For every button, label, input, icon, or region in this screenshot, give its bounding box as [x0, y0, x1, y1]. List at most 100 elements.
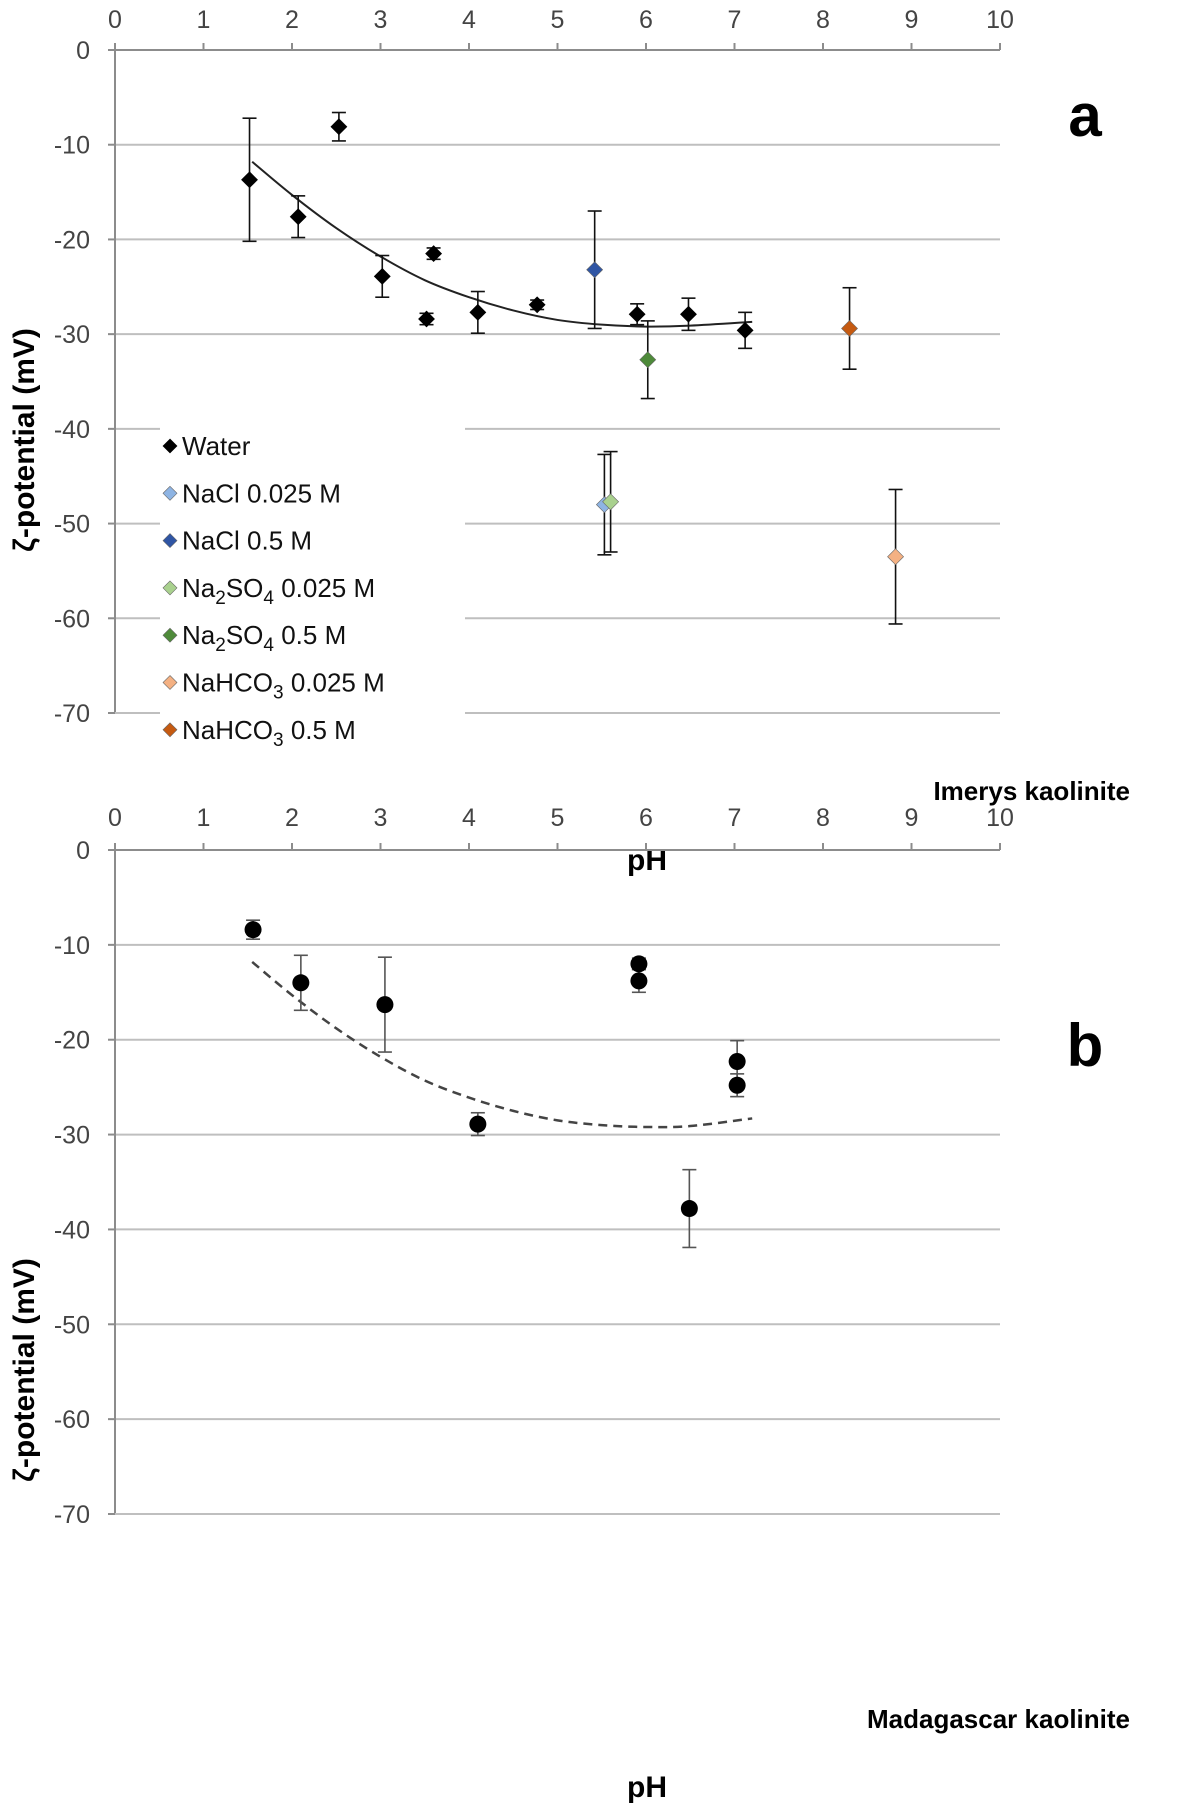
x-tick-label: 4: [462, 6, 476, 34]
x-tick-label: 7: [728, 6, 742, 34]
panel-b-data-points: [244, 921, 746, 1218]
y-tick-label: 0: [76, 37, 90, 65]
x-tick-label: 3: [374, 6, 388, 34]
legend-marker: [162, 627, 178, 643]
panel-b-x-axis-title: pH: [627, 1771, 667, 1804]
panel-b-letter: b: [1067, 1012, 1104, 1079]
data-point-circle: [244, 921, 262, 939]
y-tick-label: -20: [54, 226, 90, 254]
panel-a-letter: a: [1068, 82, 1102, 149]
data-point-diamond: [602, 493, 620, 511]
x-tick-label: 0: [108, 6, 122, 34]
data-point-diamond: [289, 208, 307, 226]
panel-b-chart: 0 1 2 3 4 5 6 7 8 9 10 0 -10 -20 -30 -40 -50 -60 -70 pH ζ…: [8, 804, 1130, 1804]
panel-a-x-tick-labels: 0 1 2 3 4 5 6 7 8 9 10: [108, 6, 1014, 34]
legend-entry-label: Na2SO4 0.025 M: [182, 573, 375, 609]
data-point-diamond: [330, 118, 348, 136]
panel-b-sample-label: Madagascar kaolinite: [867, 1704, 1130, 1734]
legend-entry-label: NaCl 0.025 M: [182, 478, 341, 508]
data-point-circle: [469, 1115, 487, 1133]
panel-b-gridlines: [115, 943, 1000, 1421]
panel-a-axes: [108, 43, 1001, 714]
x-tick-label: 6: [639, 6, 653, 34]
x-tick-label: 8: [816, 6, 830, 34]
data-point-diamond: [680, 305, 697, 323]
trendline-path: [251, 960, 753, 1129]
data-point-circle: [680, 1200, 698, 1218]
data-point-diamond: [425, 245, 443, 263]
x-tick-label: 5: [551, 804, 565, 832]
trendline-path: [251, 160, 753, 328]
legend-marker: [162, 722, 178, 738]
y-tick-label: 0: [76, 837, 90, 865]
data-point-circle: [728, 1053, 746, 1071]
legend-marker: [162, 533, 178, 549]
y-tick-label: -30: [54, 1122, 90, 1150]
y-tick-label: -50: [54, 1311, 90, 1339]
data-point-circle: [292, 974, 310, 992]
y-tick-label: -30: [54, 321, 90, 349]
x-tick-label: 9: [905, 804, 919, 832]
legend-background: [160, 420, 465, 800]
x-tick-label: 4: [462, 804, 476, 832]
panel-a-error-bars: [242, 111, 903, 625]
panel-b-axes: [108, 843, 1001, 1515]
x-tick-label: 2: [285, 6, 299, 34]
y-tick-label: -40: [54, 416, 90, 444]
data-point-diamond: [841, 320, 858, 337]
y-tick-label: -60: [54, 1406, 90, 1434]
y-tick-label: -60: [54, 605, 90, 633]
legend-entry-label: NaHCO3 0.025 M: [182, 668, 385, 704]
data-point-diamond: [639, 351, 657, 369]
legend-marker: [162, 485, 178, 501]
data-point-circle: [728, 1076, 746, 1094]
x-tick-label: 6: [639, 804, 653, 832]
x-tick-label: 10: [986, 6, 1014, 34]
data-point-circle: [376, 996, 394, 1014]
legend-entry-label: NaHCO3 0.5 M: [182, 715, 356, 751]
panel-b-trendline: [251, 960, 753, 1129]
x-tick-label: 10: [986, 804, 1014, 832]
panel-a-y-axis-title: ζ-potential (mV): [8, 328, 41, 552]
y-tick-label: -70: [54, 1501, 90, 1529]
data-point-diamond: [586, 261, 604, 279]
panel-a-data-points: [241, 118, 904, 566]
x-tick-label: 3: [374, 804, 388, 832]
legend-marker: [162, 580, 178, 596]
legend-marker: [162, 675, 178, 690]
data-point-diamond: [418, 310, 435, 328]
y-tick-label: -40: [54, 1216, 90, 1244]
panel-a-y-tick-labels: 0 -10 -20 -30 -40 -50 -60 -70: [54, 37, 90, 728]
x-tick-label: 8: [816, 804, 830, 832]
x-tick-label: 1: [197, 6, 211, 34]
data-point-diamond: [887, 548, 904, 566]
panel-b-error-bars: [246, 919, 745, 1249]
legend-entry-label: NaCl 0.5 M: [182, 526, 312, 556]
data-point-diamond: [469, 303, 487, 321]
panel-b-y-tick-labels: 0 -10 -20 -30 -40 -50 -60 -70: [54, 837, 90, 1529]
data-point-diamond: [736, 321, 754, 339]
x-tick-label: 7: [728, 804, 742, 832]
x-tick-label: 1: [197, 804, 211, 832]
panel-a-chart: 0 1 2 3 4 5 6 7 8 9 10 0-10-20-30-40-50-60-70 pH ζ…: [8, 6, 1130, 877]
x-tick-label: 2: [285, 804, 299, 832]
panel-b-y-axis-title: ζ-potential (mV): [8, 1258, 41, 1482]
y-tick-label: -50: [54, 511, 90, 539]
data-point-diamond: [241, 171, 258, 189]
y-tick-label: -10: [54, 932, 90, 960]
x-tick-label: 5: [551, 6, 565, 34]
legend-entry-label: Na2SO4 0.5 M: [182, 620, 346, 656]
panel-a-trendline: [251, 160, 753, 328]
panel-a-legend: Water NaCl 0.025 M NaCl 0.5 M Na2SO4 0.025 …: [160, 420, 465, 800]
x-tick-label: 9: [905, 6, 919, 34]
data-point-diamond: [528, 296, 546, 314]
data-point-diamond: [373, 267, 391, 285]
y-tick-label: -10: [54, 132, 90, 160]
data-point-diamond: [628, 305, 646, 323]
x-tick-label: 0: [108, 804, 122, 832]
y-tick-label: -20: [54, 1027, 90, 1055]
panel-a-sample-label: Imerys kaolinite: [933, 776, 1130, 806]
legend-entry-label: Water: [182, 431, 251, 461]
y-tick-label: -70: [54, 700, 90, 728]
